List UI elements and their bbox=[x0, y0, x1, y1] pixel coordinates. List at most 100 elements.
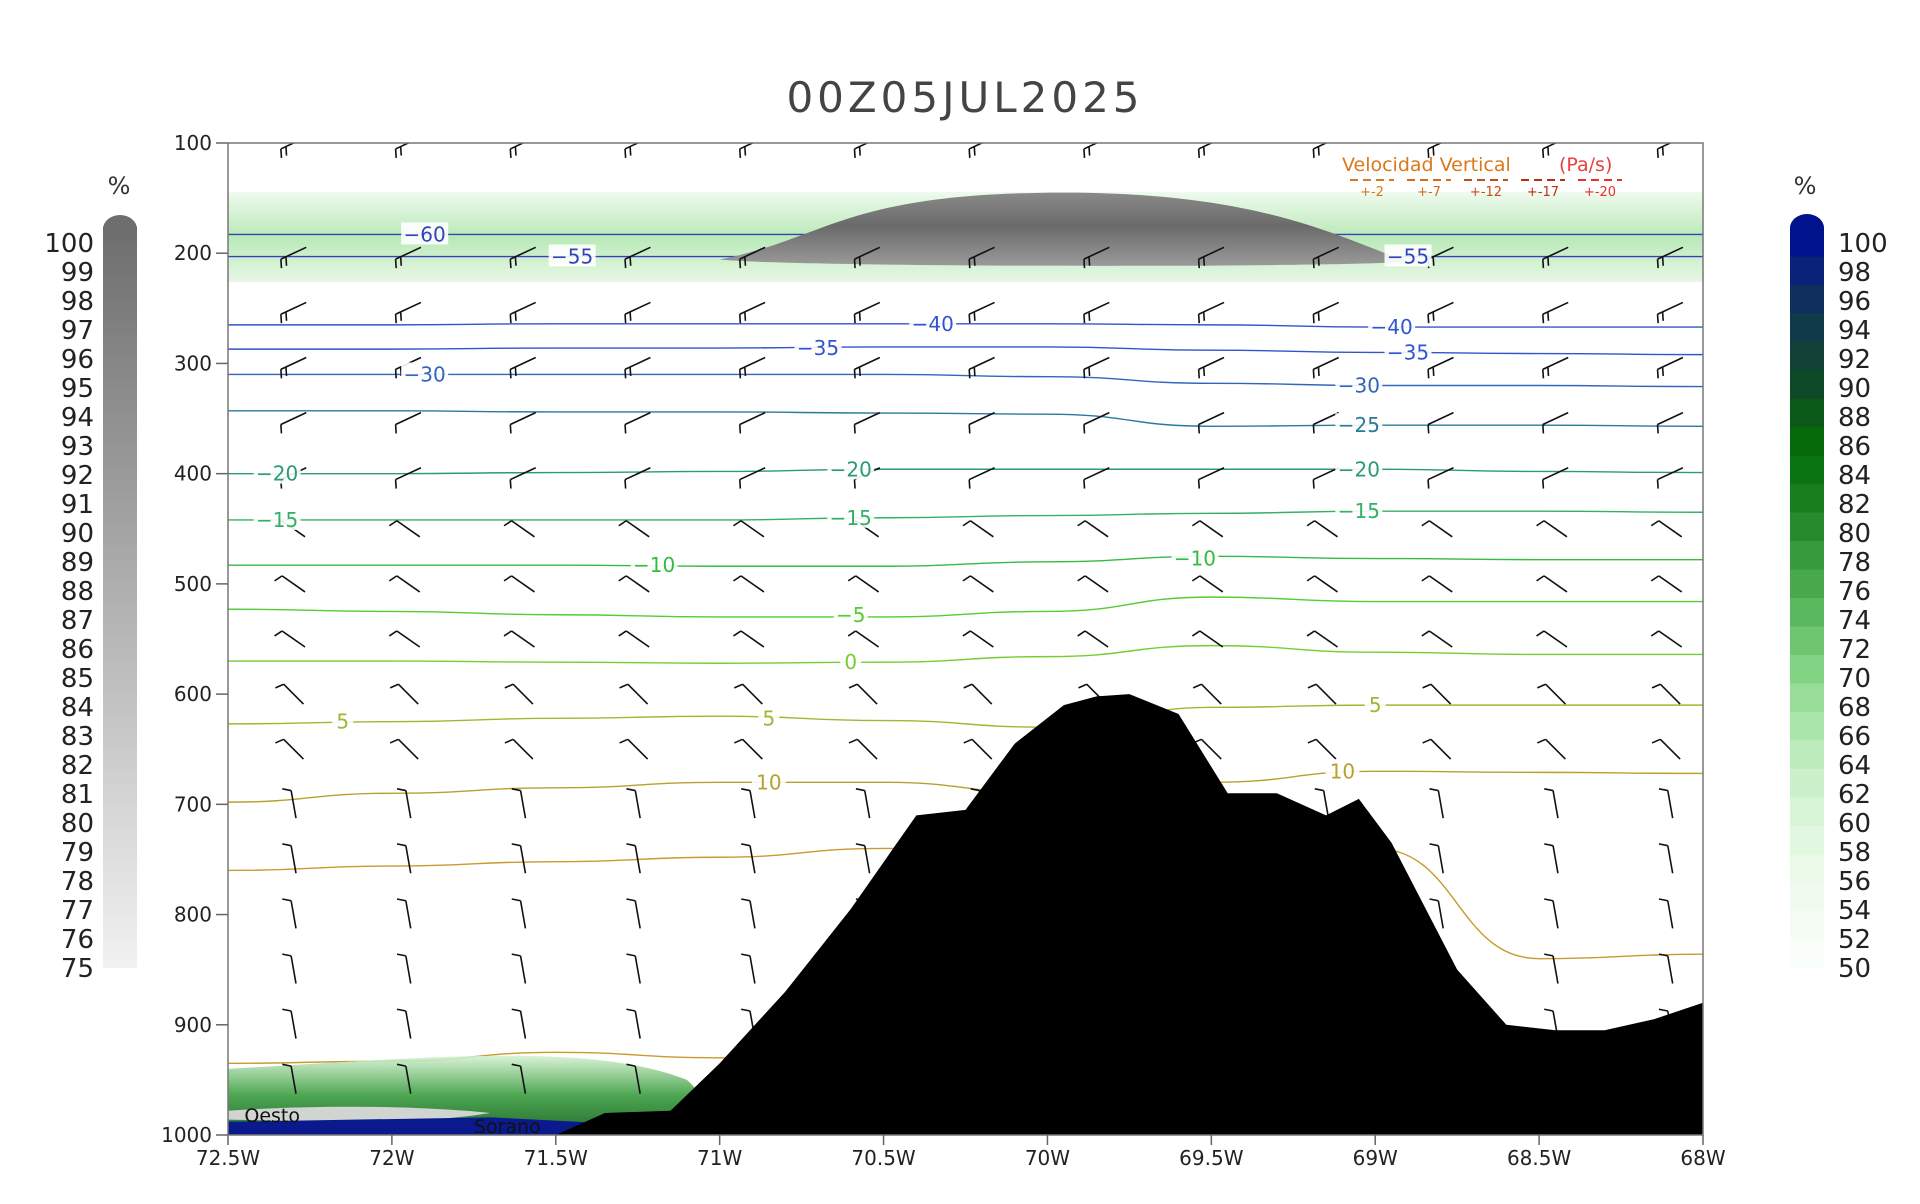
wind-barb bbox=[853, 301, 881, 324]
wind-barb bbox=[968, 246, 995, 269]
right-colorbar-segment bbox=[1790, 569, 1824, 599]
barb-flag bbox=[1077, 575, 1086, 582]
right-colorbar-segment bbox=[1790, 882, 1824, 912]
barb-flag bbox=[504, 683, 514, 689]
barb-shaft bbox=[1658, 575, 1683, 593]
y-axis: 100 200 300 400 500 600 700 800 900 1000 bbox=[161, 131, 228, 1147]
barb-flag bbox=[1536, 520, 1545, 527]
right-colorbar-label: 86 bbox=[1838, 432, 1871, 462]
vertical-velocity-legend: Velocidad Vertical (Pa/s) +-2 +-7 +-12 +-17… bbox=[1342, 154, 1622, 200]
barb-flag bbox=[1306, 520, 1316, 527]
barb-shaft bbox=[634, 1065, 641, 1094]
barb-shaft bbox=[1552, 955, 1559, 984]
contour-label-bg bbox=[1384, 244, 1432, 267]
barb-flag bbox=[514, 256, 517, 266]
barb-shaft bbox=[1543, 520, 1568, 538]
barb-flag bbox=[280, 259, 283, 269]
contour-label: 5 bbox=[336, 710, 349, 734]
wind-barb bbox=[968, 467, 995, 489]
barb-flag bbox=[1547, 146, 1550, 156]
barb-flag bbox=[1542, 148, 1545, 158]
left-colorbar-label: 83 bbox=[61, 722, 94, 752]
right-colorbar-label: 78 bbox=[1838, 548, 1871, 578]
barb-flag bbox=[503, 630, 512, 637]
right-colorbar-segment bbox=[1790, 370, 1824, 400]
barb-flag bbox=[853, 424, 856, 434]
barb-flag bbox=[973, 256, 976, 266]
right-colorbar-segment bbox=[1790, 256, 1824, 286]
wind-barb bbox=[1197, 467, 1225, 489]
contour-label: −25 bbox=[1338, 413, 1380, 437]
barb-flag bbox=[1317, 311, 1320, 321]
right-colorbar-segment bbox=[1790, 797, 1824, 827]
x-tick-label: 72.5W bbox=[196, 1146, 261, 1170]
x-tick-label: 71.5W bbox=[524, 1146, 589, 1170]
contour-label-bg bbox=[332, 709, 354, 732]
barb-flag bbox=[1191, 630, 1201, 637]
barb-flag bbox=[1306, 630, 1316, 637]
barb-shaft bbox=[854, 356, 881, 371]
barb-flag bbox=[744, 366, 747, 377]
barb-flag bbox=[1650, 630, 1660, 637]
wind-barb bbox=[1421, 520, 1453, 538]
barb-shaft bbox=[1437, 845, 1444, 874]
barb-flag bbox=[1317, 146, 1320, 156]
wind-barb bbox=[282, 843, 297, 874]
barb-shaft bbox=[1552, 790, 1559, 819]
barb-shaft bbox=[1083, 143, 1099, 150]
wind-barb bbox=[511, 1008, 527, 1039]
barb-flag bbox=[1544, 1008, 1554, 1012]
wind-barb bbox=[1191, 520, 1224, 538]
barb-shaft bbox=[1313, 356, 1340, 371]
barb-flag bbox=[1429, 843, 1439, 847]
barb-flag bbox=[285, 366, 288, 377]
barb-flag bbox=[1427, 369, 1430, 379]
barb-flag bbox=[388, 520, 398, 527]
barb-flag bbox=[396, 843, 407, 847]
barb-shaft bbox=[749, 900, 756, 929]
barb-flag bbox=[509, 148, 512, 158]
barb-flag bbox=[733, 630, 742, 637]
barb-shaft bbox=[1542, 411, 1569, 426]
barb-flag bbox=[1202, 256, 1206, 266]
contour-label: −40 bbox=[1371, 315, 1413, 339]
wind-barb bbox=[1542, 411, 1569, 434]
wind-barb bbox=[733, 738, 763, 760]
wind-barb bbox=[1083, 301, 1110, 324]
barb-shaft bbox=[968, 356, 995, 371]
wind-barb bbox=[1312, 467, 1340, 489]
wind-barb bbox=[1077, 575, 1109, 593]
barb-flag bbox=[1537, 683, 1546, 689]
barb-shaft bbox=[740, 575, 765, 593]
barb-flag bbox=[624, 479, 627, 489]
barb-shaft bbox=[1542, 143, 1558, 150]
barb-flag bbox=[511, 898, 521, 902]
barb-shaft bbox=[1083, 356, 1110, 371]
barb-flag bbox=[1421, 630, 1430, 637]
left-colorbar-label: 89 bbox=[61, 548, 94, 578]
barb-shaft bbox=[634, 1010, 641, 1039]
barb-flag bbox=[285, 256, 288, 266]
barb-flag bbox=[733, 683, 743, 689]
barb-flag bbox=[399, 146, 403, 156]
right-colorbar-label: 74 bbox=[1838, 606, 1871, 636]
barb-flag bbox=[1314, 788, 1324, 792]
wind-barb bbox=[509, 411, 537, 434]
wind-barb bbox=[396, 1008, 412, 1039]
barb-shaft bbox=[519, 1065, 527, 1094]
wind-barb bbox=[396, 953, 412, 984]
barb-flag bbox=[626, 788, 636, 792]
right-colorbar-segment bbox=[1790, 484, 1824, 514]
contour-label-bg bbox=[840, 650, 862, 673]
wind-barb bbox=[847, 575, 880, 593]
contour-label-bg bbox=[909, 311, 957, 334]
barb-flag bbox=[1202, 366, 1206, 377]
left-colorbar-label: 90 bbox=[61, 519, 94, 549]
barb-shaft bbox=[1437, 900, 1444, 929]
barb-flag bbox=[853, 314, 856, 324]
barb-flag bbox=[1191, 575, 1201, 582]
barb-flag bbox=[503, 520, 512, 527]
temperature-contour bbox=[228, 373, 1703, 388]
barb-shaft bbox=[634, 900, 641, 929]
